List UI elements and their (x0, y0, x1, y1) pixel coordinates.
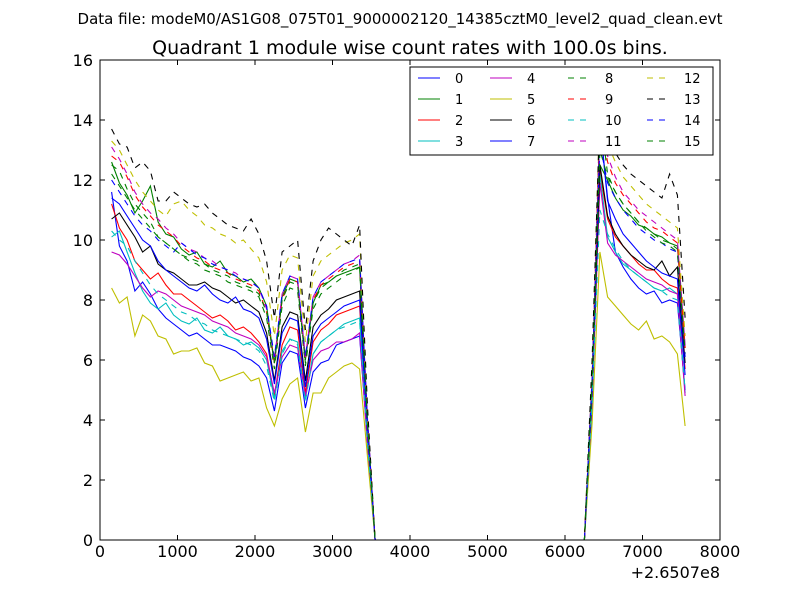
chart-title: Quadrant 1 module wise count rates with … (152, 37, 668, 59)
y-tick-label: 14 (73, 111, 93, 130)
axes-layer: 0 1000 2000 3000 4000 5000 6000 7000 80000246810… (73, 51, 741, 561)
y-tick-label: 16 (73, 51, 93, 70)
y-tick-label: 2 (83, 471, 93, 490)
legend-box (409, 66, 714, 156)
legend-label-13: 13 (684, 93, 701, 108)
y-tick-label: 0 (83, 531, 93, 550)
x-tick-label: 6000 (545, 542, 586, 561)
x-tick-label: 3000 (312, 542, 353, 561)
series-line-4 (111, 182, 686, 541)
x-offset-label: +2.6507e8 (631, 563, 720, 582)
legend-label-14: 14 (684, 114, 701, 129)
series-line-2 (111, 170, 686, 541)
series-line-15 (111, 149, 686, 541)
legend-label-4: 4 (527, 72, 535, 87)
x-tick-label: 7000 (622, 542, 663, 561)
chart-suptitle: Data file: modeM0/AS1G08_075T01_90000021… (78, 10, 723, 29)
legend-label-2: 2 (455, 114, 463, 129)
x-tick-label: 2000 (235, 542, 276, 561)
x-tick-label: 0 (95, 542, 105, 561)
y-tick-label: 10 (73, 231, 93, 250)
x-tick-label: 1000 (157, 542, 198, 561)
x-tick-label: 4000 (390, 542, 431, 561)
legend-label-1: 1 (455, 93, 463, 108)
legend-label-11: 11 (605, 135, 622, 150)
x-tick-label: 5000 (467, 542, 508, 561)
legend-label-10: 10 (605, 114, 622, 129)
series-line-5 (111, 251, 686, 541)
legend-label-9: 9 (605, 93, 613, 108)
y-tick-label: 8 (83, 291, 93, 310)
y-tick-label: 6 (83, 351, 93, 370)
x-tick-label: 8000 (700, 542, 741, 561)
legend-label-3: 3 (455, 135, 463, 150)
legend-label-0: 0 (455, 72, 463, 87)
legend-label-8: 8 (605, 72, 613, 87)
legend-label-12: 12 (684, 72, 701, 87)
series-line-3 (111, 173, 686, 541)
series-line-13 (111, 110, 686, 541)
y-tick-label: 12 (73, 171, 93, 190)
y-tick-label: 4 (83, 411, 93, 430)
legend-label-15: 15 (684, 135, 701, 150)
legend-label-7: 7 (527, 135, 535, 150)
legend-label-5: 5 (527, 93, 535, 108)
legend-label-6: 6 (527, 114, 535, 129)
series-layer (111, 104, 686, 541)
